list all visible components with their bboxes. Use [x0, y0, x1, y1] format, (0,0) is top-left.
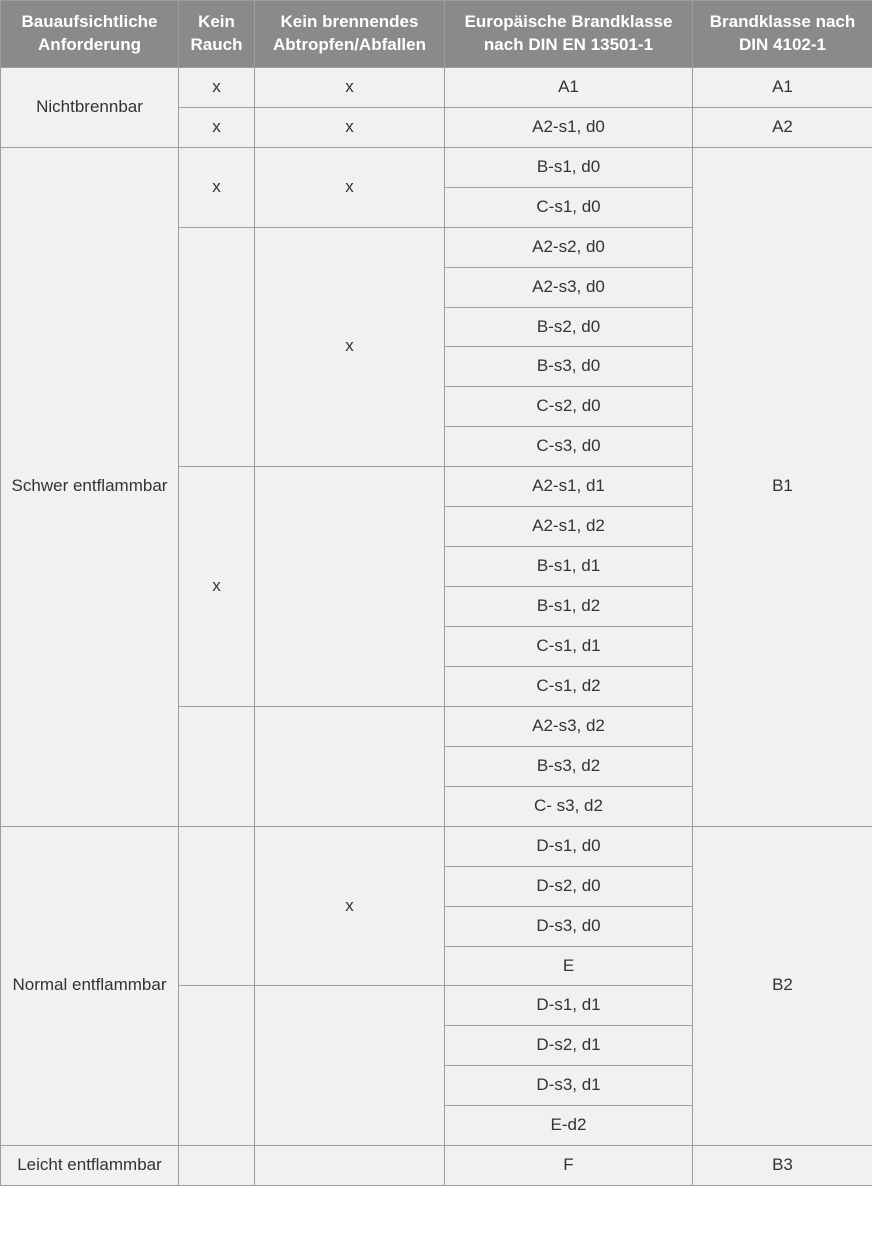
- req-nichtbrennbar: Nichtbrennbar: [1, 67, 179, 147]
- cell-rauch: x: [179, 467, 255, 707]
- cell-eu: B-s3, d2: [445, 746, 693, 786]
- cell-eu: A2-s1, d2: [445, 507, 693, 547]
- cell-abtropf: x: [255, 227, 445, 467]
- cell-eu: A2-s2, d0: [445, 227, 693, 267]
- cell-rauch: [179, 706, 255, 826]
- col-eu-class: Europäische Brandklasse nach DIN EN 1350…: [445, 1, 693, 68]
- cell-rauch: [179, 826, 255, 986]
- table-row: Nichtbrennbar x x A1 A1: [1, 67, 872, 107]
- req-normal: Normal entflammbar: [1, 826, 179, 1146]
- cell-abtropf: x: [255, 826, 445, 986]
- table-row: Leicht entflammbar F B3: [1, 1146, 872, 1186]
- cell-din: B1: [693, 147, 872, 826]
- cell-eu: D-s3, d1: [445, 1066, 693, 1106]
- req-leicht: Leicht entflammbar: [1, 1146, 179, 1186]
- col-din-class: Brandklasse nach DIN 4102-1: [693, 1, 872, 68]
- col-requirement: Bauaufsichtliche Anforderung: [1, 1, 179, 68]
- cell-abtropf: x: [255, 107, 445, 147]
- cell-eu: B-s2, d0: [445, 307, 693, 347]
- header-row: Bauaufsichtliche Anforderung Kein Rauch …: [1, 1, 872, 68]
- cell-eu: A2-s1, d1: [445, 467, 693, 507]
- cell-rauch: x: [179, 107, 255, 147]
- cell-eu: D-s1, d1: [445, 986, 693, 1026]
- fire-class-table: Bauaufsichtliche Anforderung Kein Rauch …: [0, 0, 872, 1186]
- cell-eu: B-s1, d0: [445, 147, 693, 187]
- table-row: Schwer entflammbar x x B-s1, d0 B1: [1, 147, 872, 187]
- cell-din: A1: [693, 67, 872, 107]
- cell-abtropf: [255, 1146, 445, 1186]
- cell-eu: E-d2: [445, 1106, 693, 1146]
- cell-eu: D-s1, d0: [445, 826, 693, 866]
- col-kein-rauch: Kein Rauch: [179, 1, 255, 68]
- cell-rauch: x: [179, 147, 255, 227]
- cell-din: B2: [693, 826, 872, 1146]
- cell-eu: C-s3, d0: [445, 427, 693, 467]
- cell-abtropf: x: [255, 147, 445, 227]
- cell-eu: C-s2, d0: [445, 387, 693, 427]
- cell-eu: C- s3, d2: [445, 786, 693, 826]
- cell-rauch: x: [179, 67, 255, 107]
- cell-eu: A2-s3, d2: [445, 706, 693, 746]
- cell-eu: C-s1, d0: [445, 187, 693, 227]
- cell-rauch: [179, 986, 255, 1146]
- cell-eu: D-s2, d1: [445, 1026, 693, 1066]
- cell-eu: E: [445, 946, 693, 986]
- cell-rauch: [179, 1146, 255, 1186]
- cell-din: A2: [693, 107, 872, 147]
- cell-eu: F: [445, 1146, 693, 1186]
- cell-abtropf: [255, 467, 445, 707]
- table-row: Normal entflammbar x D-s1, d0 B2: [1, 826, 872, 866]
- cell-din: B3: [693, 1146, 872, 1186]
- cell-eu: D-s3, d0: [445, 906, 693, 946]
- cell-eu: B-s1, d1: [445, 547, 693, 587]
- cell-abtropf: [255, 706, 445, 826]
- cell-rauch: [179, 227, 255, 467]
- cell-eu: C-s1, d2: [445, 666, 693, 706]
- cell-abtropf: [255, 986, 445, 1146]
- cell-eu: D-s2, d0: [445, 866, 693, 906]
- cell-eu: A1: [445, 67, 693, 107]
- cell-eu: B-s3, d0: [445, 347, 693, 387]
- req-schwer: Schwer entflammbar: [1, 147, 179, 826]
- cell-eu: A2-s1, d0: [445, 107, 693, 147]
- cell-eu: A2-s3, d0: [445, 267, 693, 307]
- cell-eu: C-s1, d1: [445, 627, 693, 667]
- cell-abtropf: x: [255, 67, 445, 107]
- col-kein-abtropfen: Kein brennendes Abtropfen/Abfallen: [255, 1, 445, 68]
- cell-eu: B-s1, d2: [445, 587, 693, 627]
